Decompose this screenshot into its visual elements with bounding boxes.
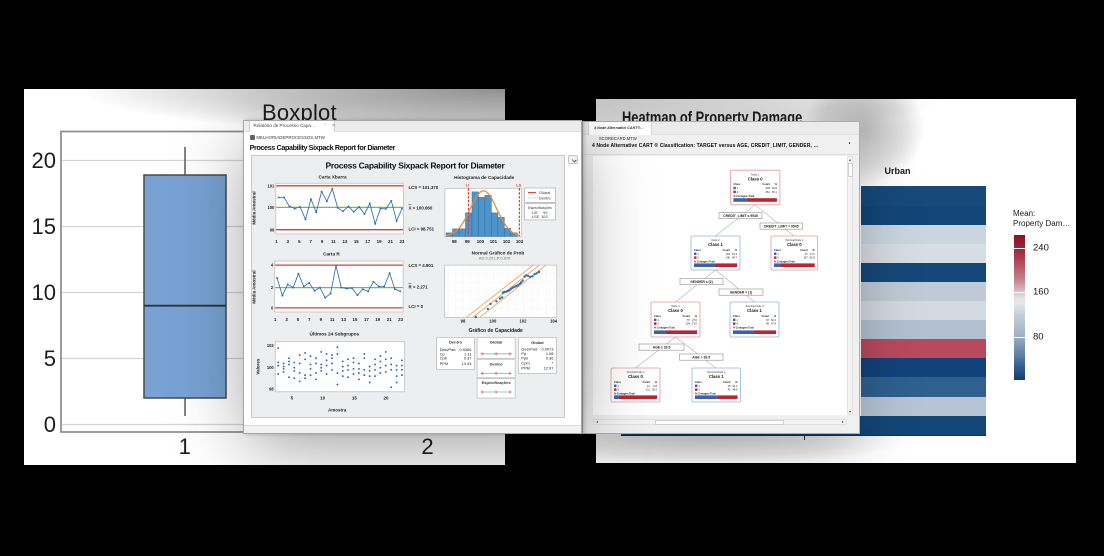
svg-text:20: 20 xyxy=(32,148,56,173)
svg-text:1: 1 xyxy=(179,434,191,459)
svg-text:2: 2 xyxy=(421,434,433,459)
svg-text:5: 5 xyxy=(44,346,56,371)
svg-text:15: 15 xyxy=(32,214,56,239)
svg-text:0: 0 xyxy=(44,412,56,437)
svg-text:10: 10 xyxy=(32,280,56,305)
